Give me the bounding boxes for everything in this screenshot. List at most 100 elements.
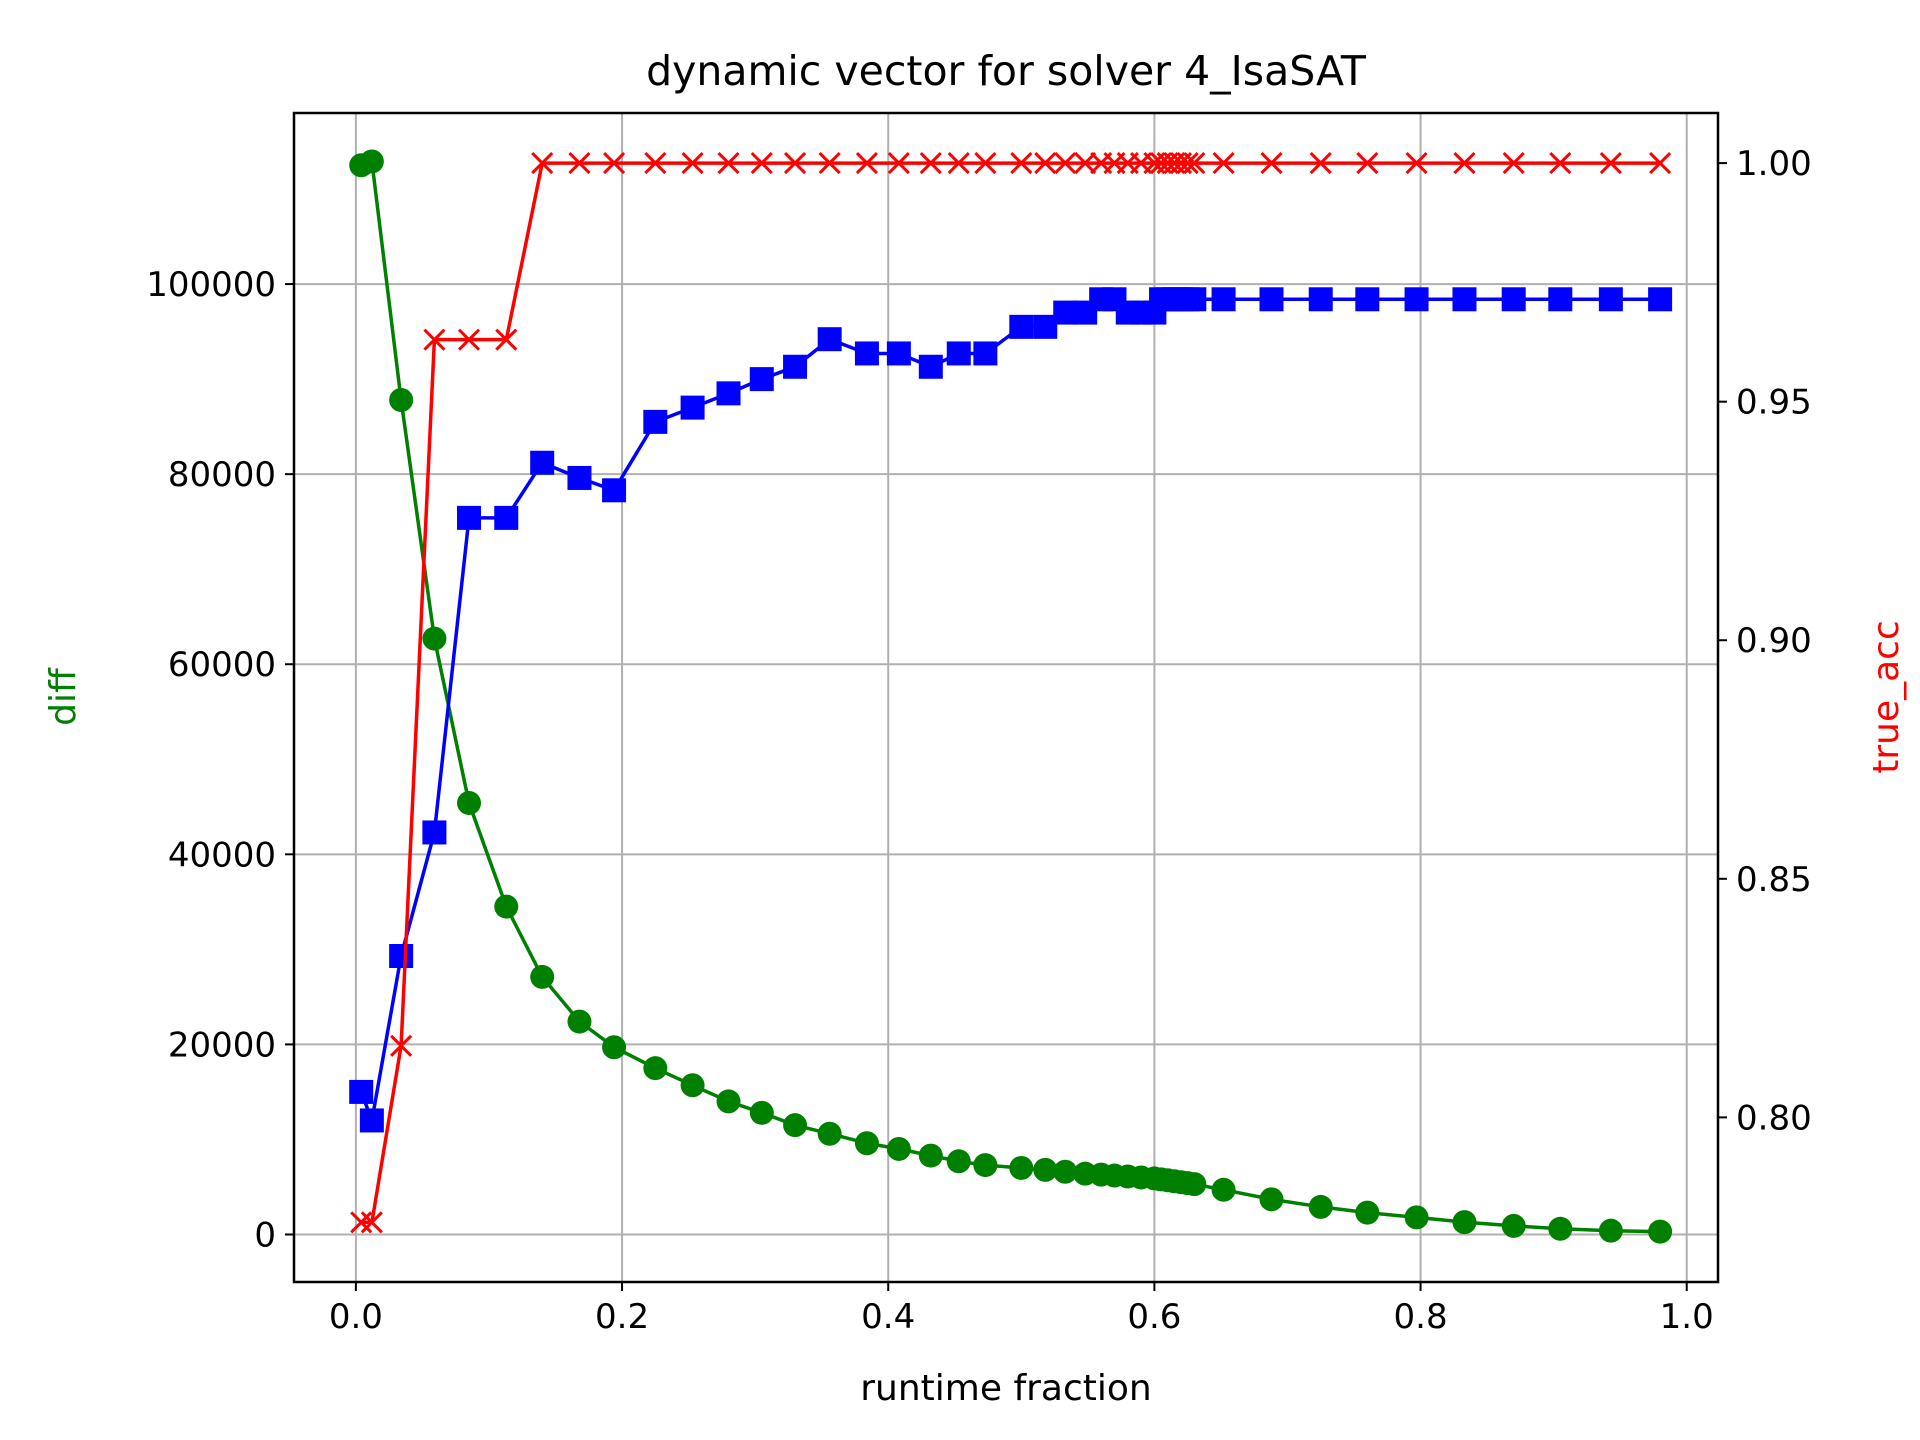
data-point (389, 944, 414, 969)
data-point (749, 367, 774, 392)
y-tick-label: 100000 (146, 265, 276, 305)
plot-frame (292, 111, 1720, 1284)
y-tick-label: 80000 (168, 455, 276, 495)
data-point (1309, 152, 1332, 175)
data-point (1259, 1187, 1284, 1212)
y2-tick-label: 0.80 (1736, 1098, 1812, 1138)
data-point (1182, 287, 1207, 312)
data-point (947, 152, 970, 175)
data-point (390, 1034, 413, 1057)
data-point (1010, 152, 1033, 175)
data-point (783, 354, 808, 379)
series-diff (349, 149, 1673, 1244)
data-point (680, 1073, 705, 1098)
data-point (495, 328, 518, 351)
data-point (349, 1079, 374, 1104)
data-point (973, 341, 998, 366)
data-point (818, 152, 841, 175)
data-point (1034, 152, 1057, 175)
data-point (1053, 1159, 1078, 1184)
data-point (359, 149, 384, 174)
y2-tick-label: 0.90 (1736, 621, 1812, 661)
data-point (1648, 1219, 1673, 1244)
data-point (1054, 152, 1077, 175)
data-point (1549, 152, 1572, 175)
data-point (1009, 1155, 1034, 1180)
data-point (716, 381, 741, 406)
data-point (350, 1211, 373, 1234)
data-point (1453, 152, 1476, 175)
data-point (1501, 287, 1526, 312)
data-point (602, 478, 627, 503)
data-point (643, 409, 668, 434)
data-point (530, 450, 555, 475)
y2-tick-label: 0.95 (1736, 383, 1812, 423)
data-point (1649, 152, 1672, 175)
data-point (567, 1009, 592, 1034)
data-point (817, 327, 842, 352)
data-point (1404, 287, 1429, 312)
series-blue-series (349, 287, 1673, 1133)
data-point (644, 152, 667, 175)
data-point (750, 152, 773, 175)
data-point (1212, 152, 1235, 175)
data-point (1648, 287, 1673, 312)
data-point (1074, 152, 1097, 175)
y-tick-label: 40000 (168, 835, 276, 875)
data-point (603, 152, 626, 175)
data-point (946, 341, 971, 366)
y2-tick-label: 1.00 (1736, 144, 1812, 184)
data-point (457, 505, 482, 530)
data-point (1308, 287, 1333, 312)
data-point (919, 152, 942, 175)
data-point (886, 341, 911, 366)
data-point (887, 152, 910, 175)
data-point (1260, 152, 1283, 175)
data-point (1405, 152, 1428, 175)
data-point (1548, 287, 1573, 312)
data-point (1211, 1177, 1236, 1202)
data-point (1211, 287, 1236, 312)
series-true-acc (350, 152, 1672, 1234)
data-point (359, 1108, 384, 1133)
data-point (1548, 1216, 1573, 1241)
data-point (494, 894, 519, 919)
data-point (974, 152, 997, 175)
data-point (946, 1149, 971, 1174)
data-point (457, 790, 482, 815)
data-point (1452, 287, 1477, 312)
data-point (855, 152, 878, 175)
x-tick-label: 1.0 (1660, 1297, 1714, 1337)
data-point (531, 152, 554, 175)
data-point (643, 1056, 668, 1081)
y2-axis-title: true_acc (1866, 620, 1907, 774)
y-tick-label: 20000 (168, 1025, 276, 1065)
x-axis-title: runtime fraction (860, 1368, 1152, 1409)
data-point (1308, 1194, 1333, 1219)
data-point (973, 1153, 998, 1178)
data-point (389, 388, 414, 413)
data-point (568, 152, 591, 175)
data-point (1404, 1205, 1429, 1230)
data-point (918, 354, 943, 379)
data-point (749, 1100, 774, 1125)
data-point (716, 1089, 741, 1114)
data-point (1598, 287, 1623, 312)
data-point (717, 152, 740, 175)
data-point (1259, 287, 1284, 312)
data-point (886, 1136, 911, 1161)
data-point (1009, 314, 1034, 339)
x-tick-label: 0.2 (595, 1297, 649, 1337)
data-point (423, 328, 446, 351)
data-point (360, 1211, 383, 1234)
data-point (1599, 152, 1622, 175)
y-tick-label: 60000 (168, 645, 276, 685)
data-point (1501, 1213, 1526, 1238)
axis-ticks: 0.0 0.2 0.4 0.6 0.8 1.00200004000060000800001… (146, 144, 1812, 1337)
data-point (854, 341, 879, 366)
y2-tick-label: 0.85 (1736, 860, 1812, 900)
data-point (1502, 152, 1525, 175)
data-point (1182, 1172, 1207, 1197)
